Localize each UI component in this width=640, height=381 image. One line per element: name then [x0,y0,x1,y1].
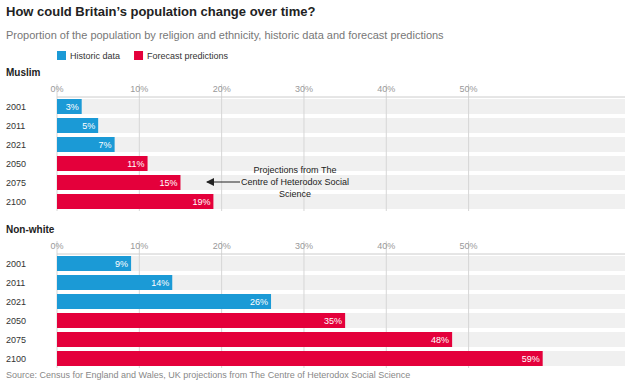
data-label: 5% [82,121,95,131]
bars [57,256,543,366]
category-label: 2050 [6,316,26,326]
row-band [57,175,625,190]
annotation-text: Science [279,189,311,199]
category-label: 2100 [6,354,26,364]
axis-line [57,254,625,255]
row-band [57,256,625,271]
category-label: 2050 [6,159,26,169]
data-label: 48% [431,335,449,345]
chart-title: Non-white [6,224,55,235]
tick-label: 20% [213,241,231,251]
legend-swatch [134,51,143,60]
tick-label: 30% [295,84,313,94]
category-label: 2011 [6,121,25,131]
grid-line [139,84,140,211]
labels: 2001 9% 2011 14% 2021 26% 2050 35% 2075 48% 2100 59… [6,259,540,364]
row-band [57,156,625,171]
bars [57,99,213,209]
data-label: 3% [66,102,79,112]
tick-label: 20% [213,84,231,94]
bar [57,313,345,328]
bar [57,351,543,366]
row-band [57,313,625,328]
legend-label: Forecast predictions [147,51,229,61]
tick-label: 0% [50,84,63,94]
bar [57,275,172,290]
grid-line [468,84,469,211]
legend-item: Forecast predictions [134,51,229,61]
tick-label: 50% [460,241,478,251]
category-label: 2021 [6,297,26,307]
legend-swatch [57,51,66,60]
tick-label: 50% [460,84,478,94]
row-band [57,294,625,309]
legend-label: Historic data [70,51,120,61]
grid-line [303,241,304,368]
bar [57,332,452,347]
annotation-text: Projections from The [254,165,337,175]
row-band [57,137,625,152]
grid-line [221,84,222,211]
bar [57,118,98,133]
subtitle: Proportion of the population by religion… [6,29,444,41]
data-label: 26% [250,297,268,307]
tick-label: 0% [50,241,63,251]
row-band [57,99,625,114]
data-label: 35% [324,316,342,326]
tick-label: 40% [377,84,395,94]
row-band [57,351,625,366]
category-label: 2021 [6,140,26,150]
bar [57,156,148,171]
annotation: Projections from The Centre of Heterodox … [207,165,349,199]
chart: Muslim 0% 10% 20% 30% 40% 50% 2001 3% 2011 5% 2021 7… [6,67,625,211]
data-label: 15% [159,178,177,188]
tick-label: 10% [130,241,148,251]
tick-label: 10% [130,84,148,94]
legend-item: Historic data [57,51,120,61]
row-band [57,332,625,347]
category-label: 2001 [6,259,26,269]
row-band [57,118,625,133]
data-label: 59% [522,354,540,364]
row-band [57,194,625,209]
axis-line [57,97,625,98]
data-label: 11% [127,159,144,169]
annotation-arrow [207,181,240,182]
source: Source: Census for England and Wales, UK… [6,370,410,380]
chart-title: Muslim [6,67,41,78]
labels: 2001 3% 2011 5% 2021 7% 2050 11% 2075 15% 2100 19% [6,102,210,207]
category-label: 2011 [6,278,25,288]
row-band [57,275,625,290]
bar [57,175,180,190]
category-label: 2100 [6,197,26,207]
data-label: 19% [192,197,210,207]
data-label: 7% [99,140,112,150]
tick-label: 40% [377,241,395,251]
chart: Non-white0%10%20%30%40%50%20019%201114%2… [6,224,625,368]
data-label: 9% [115,259,128,269]
category-label: 2001 [6,102,26,112]
category-label: 2075 [6,335,26,345]
data-label: 14% [151,278,169,288]
bar [57,294,271,309]
annotation-text: Centre of Heterodox Social [241,177,349,187]
category-label: 2075 [6,178,26,188]
chart-root: How could Britain’s population change ov… [0,0,640,381]
title: How could Britain’s population change ov… [6,4,315,19]
bar [57,194,213,209]
tick-label: 30% [295,241,313,251]
bar [57,256,131,271]
grid-line [386,241,387,368]
grid-line [386,84,387,211]
bar [57,137,115,152]
grid-line [468,241,469,368]
bar [57,99,82,114]
